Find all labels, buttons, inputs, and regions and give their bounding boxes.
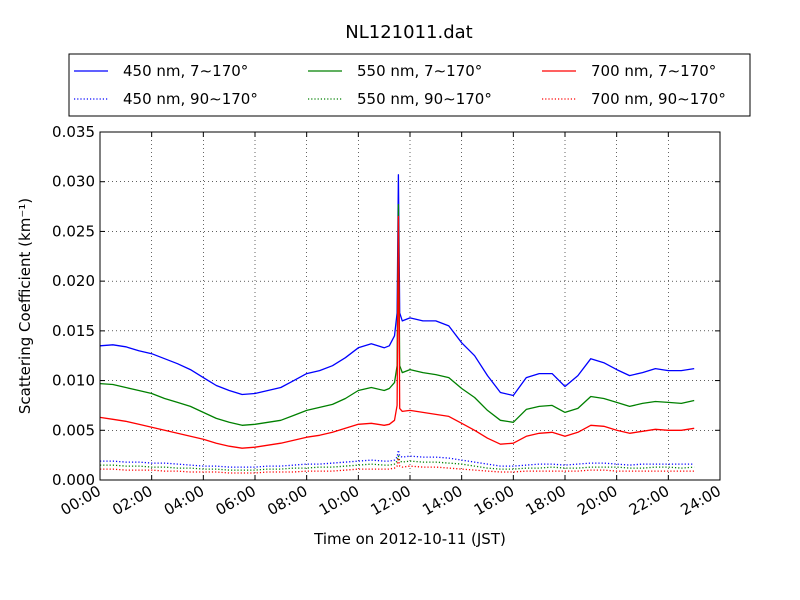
series-group — [99, 174, 695, 474]
series-line — [100, 457, 695, 474]
y-tick-label: 0.010 — [52, 372, 95, 390]
y-tick-label: 0.000 — [52, 471, 95, 489]
legend-label: 450 nm, 7∼170° — [123, 62, 248, 80]
y-tick-label: 0.035 — [52, 123, 95, 141]
y-tick-label: 0.005 — [52, 421, 95, 439]
series-line — [100, 455, 695, 471]
y-tick-label: 0.030 — [52, 173, 95, 191]
legend-label: 550 nm, 7∼170° — [357, 62, 482, 80]
chart-title: NL121011.dat — [345, 22, 472, 43]
y-tick-label: 0.025 — [52, 222, 95, 240]
legend-box — [68, 53, 751, 117]
legend-label: 700 nm, 90∼170° — [591, 90, 726, 108]
y-axis-label: Scattering Coefficient (km⁻¹) — [16, 198, 34, 414]
x-axis-label: Time on 2012-10-11 (JST) — [313, 530, 506, 548]
series-line — [99, 215, 695, 449]
legend-label: 550 nm, 90∼170° — [357, 90, 492, 108]
y-tick-label: 0.020 — [52, 272, 95, 290]
legend: 450 nm, 7∼170° 550 nm, 7∼170° 700 nm, 7∼17… — [68, 53, 751, 117]
legend-label: 450 nm, 90∼170° — [123, 90, 258, 108]
series-line — [100, 449, 695, 468]
y-tick-label: 0.015 — [52, 322, 95, 340]
legend-label: 700 nm, 7∼170° — [591, 62, 716, 80]
